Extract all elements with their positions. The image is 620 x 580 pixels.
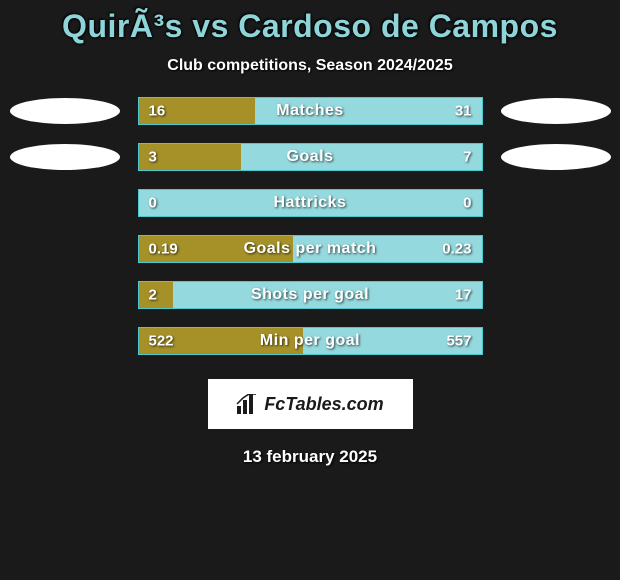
stat-row: 3Goals7	[10, 143, 611, 171]
stat-label: Shots per goal	[139, 286, 482, 304]
stat-row: 522Min per goal557	[10, 327, 611, 355]
comparison-chart: QuirÃ³s vs Cardoso de Campos Club compet…	[0, 0, 620, 467]
player-left-marker	[10, 144, 120, 170]
page-subtitle: Club competitions, Season 2024/2025	[167, 57, 452, 75]
stat-label: Goals per match	[139, 240, 482, 258]
stat-row: 0Hattricks0	[10, 189, 611, 217]
stat-value-right: 31	[455, 103, 472, 120]
stat-value-right: 17	[455, 287, 472, 304]
stat-bar: 0Hattricks0	[138, 189, 483, 217]
stat-rows: 16Matches31 3Goals7 0Hattricks0 0.19Goals p…	[10, 97, 611, 373]
stat-bar: 3Goals7	[138, 143, 483, 171]
stat-value-right: 7	[463, 149, 471, 166]
player-left-marker	[10, 98, 120, 124]
stat-bar: 0.19Goals per match0.23	[138, 235, 483, 263]
stat-label: Matches	[139, 102, 482, 120]
logo-text: FcTables.com	[264, 394, 383, 415]
player-right-marker	[501, 144, 611, 170]
stat-value-right: 0	[463, 195, 471, 212]
stat-value-right: 0.23	[442, 241, 471, 258]
logo-box: FcTables.com	[208, 379, 413, 429]
stat-value-right: 557	[446, 333, 471, 350]
stat-label: Min per goal	[139, 332, 482, 350]
stat-bar: 522Min per goal557	[138, 327, 483, 355]
stat-label: Hattricks	[139, 194, 482, 212]
bar-chart-icon	[236, 394, 258, 414]
page-title: QuirÃ³s vs Cardoso de Campos	[62, 8, 558, 45]
stat-row: 0.19Goals per match0.23	[10, 235, 611, 263]
stat-row: 2Shots per goal17	[10, 281, 611, 309]
stat-label: Goals	[139, 148, 482, 166]
stat-row: 16Matches31	[10, 97, 611, 125]
stat-bar: 16Matches31	[138, 97, 483, 125]
player-right-marker	[501, 98, 611, 124]
date-text: 13 february 2025	[243, 447, 377, 467]
stat-bar: 2Shots per goal17	[138, 281, 483, 309]
